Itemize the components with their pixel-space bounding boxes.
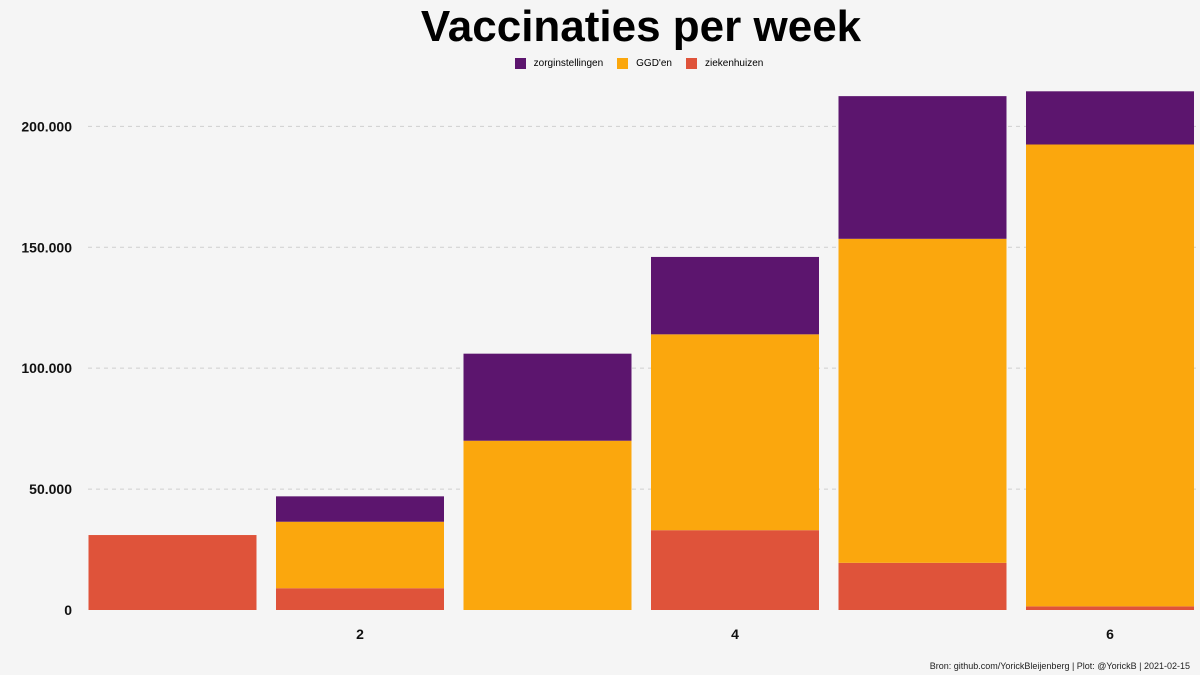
bar-segment-zorginstellingen-week-3 [463,353,632,441]
bar-segment-zorginstellingen-week-4 [651,256,819,335]
legend-swatch-ggden [617,58,629,69]
bar-segment-ziekenhuizen-week-6 [1026,606,1194,610]
bar-segment-ziekenhuizen-week-5 [838,562,1007,610]
y-tick-label: 0 [64,602,72,618]
bar-segment-ggden-week-3 [463,440,632,610]
y-tick-label: 100.000 [21,360,72,376]
grid-layer [88,125,1198,490]
legend-swatch-zorginstellingen [514,58,526,69]
bar-segment-ziekenhuizen-week-4 [651,530,819,610]
bar-segment-zorginstellingen-week-2 [276,496,444,522]
bar-segment-ggden-week-5 [838,238,1007,563]
legend: zorginstellingen GGD'en ziekenhuizen [0,58,1200,69]
legend-swatch-ziekenhuizen [685,58,697,69]
y-axis: 0 50.000 100.000 150.000 200.000 [21,118,72,618]
bar-segment-zorginstellingen-week-5 [838,96,1007,239]
legend-item-zorginstellingen: zorginstellingen [514,58,604,69]
chart-title: Vaccinaties per week [420,2,862,51]
legend-label-ggden: GGD'en [636,58,672,69]
y-tick-label: 150.000 [21,239,72,255]
x-tick-label: 4 [731,626,739,642]
y-tick-label: 200.000 [21,118,72,134]
bar-segment-ggden-week-4 [651,334,819,531]
bar-segment-zorginstellingen-week-6 [1026,91,1194,145]
x-axis: 2 4 6 [356,626,1114,642]
legend-label-ziekenhuizen: ziekenhuizen [704,58,764,69]
bar-segment-ggden-week-6 [1026,144,1194,607]
legend-label-zorginstellingen: zorginstellingen [533,58,604,69]
bar-segment-ggden-week-2 [276,521,444,589]
x-tick-label: 6 [1106,626,1114,642]
bar-segment-ziekenhuizen-week-2 [276,588,444,610]
y-tick-label: 50.000 [29,481,72,497]
bars-layer [88,91,1194,610]
bar-segment-ziekenhuizen-week-1 [88,535,257,610]
source-caption: Bron: github.com/YorickBleijenberg | Plo… [929,661,1190,671]
x-tick-label: 2 [356,626,364,642]
legend-item-ziekenhuizen: ziekenhuizen [685,58,764,69]
legend-item-ggden: GGD'en [617,58,672,69]
